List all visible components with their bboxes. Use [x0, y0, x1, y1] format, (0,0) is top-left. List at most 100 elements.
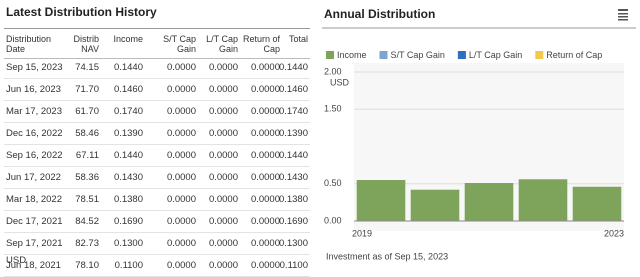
value-cell: 0.0000 [208, 172, 238, 183]
date-cell: Dec 17, 2021 [6, 216, 63, 227]
row-rule [4, 122, 310, 123]
value-cell: 84.52 [75, 216, 99, 227]
value-cell: 0.1460 [113, 84, 143, 95]
legend-swatch [379, 51, 388, 59]
date-cell: Sep 15, 2023 [6, 62, 63, 73]
date-cell: Mar 17, 2023 [6, 106, 62, 117]
legend-label: Income [337, 50, 367, 60]
table-title: Latest Distribution History [6, 5, 157, 19]
value-cell: 0.1100 [114, 260, 143, 271]
date-cell: Sep 17, 2021 [6, 238, 63, 249]
value-cell: 0.1690 [113, 216, 143, 227]
value-cell: 58.46 [75, 128, 99, 139]
value-cell: 0.0000 [166, 216, 196, 227]
row-rule [4, 232, 310, 233]
value-cell: 0.0000 [208, 128, 238, 139]
y-unit: USD [330, 77, 350, 87]
legend-swatch [326, 51, 334, 59]
value-cell: 0.1300 [113, 238, 143, 249]
value-cell: 0.1380 [278, 194, 308, 205]
value-cell: 0.1690 [278, 216, 308, 227]
date-cell: Jun 16, 2023 [6, 84, 61, 95]
column-header: Return of Cap [242, 34, 280, 54]
value-cell: 0.1460 [278, 84, 308, 95]
value-cell: 0.1430 [278, 172, 308, 183]
page: Latest Distribution History USD Distribu… [4, 5, 636, 277]
chart-title: Annual Distribution [324, 7, 435, 21]
table-icon[interactable] [618, 9, 628, 21]
value-cell: 0.0000 [166, 238, 196, 249]
value-cell: 0.0000 [250, 84, 280, 95]
row-rule [4, 210, 310, 211]
header-rule [4, 58, 310, 59]
chart: Annual Distribution Investment as of Sep… [322, 7, 636, 261]
value-cell: 71.70 [75, 84, 99, 95]
value-cell: 61.70 [75, 106, 99, 117]
value-cell: 0.0000 [250, 128, 280, 139]
value-cell: 0.0000 [208, 62, 238, 73]
value-cell: 0.0000 [208, 216, 238, 227]
value-cell: 0.1740 [278, 106, 308, 117]
value-cell: 82.73 [75, 238, 99, 249]
y-tick-label: 0.50 [324, 178, 342, 188]
bar [518, 179, 568, 221]
y-tick-label: 0.00 [324, 215, 342, 225]
legend-label: S/T Cap Gain [391, 50, 445, 60]
value-cell: 0.0000 [208, 84, 238, 95]
value-cell: 0.1380 [113, 194, 143, 205]
value-cell: 0.0000 [166, 106, 196, 117]
row-rule [4, 144, 310, 145]
column-header: S/T Cap Gain [163, 34, 196, 54]
value-cell: 0.0000 [208, 194, 238, 205]
value-cell: 0.0000 [166, 194, 196, 205]
bar [464, 183, 514, 221]
table-footnote: USD [6, 255, 27, 266]
value-cell: 0.1740 [113, 106, 143, 117]
bar [410, 189, 460, 221]
date-cell: Jun 18, 2021 [6, 260, 61, 271]
value-cell: 78.10 [75, 260, 99, 271]
date-cell: Sep 16, 2022 [6, 150, 63, 161]
y-tick-label: 2.00 [324, 66, 342, 76]
value-cell: 0.0000 [166, 260, 196, 271]
value-cell: 0.0000 [250, 106, 280, 117]
row-rule [4, 254, 310, 255]
value-cell: 58.36 [75, 172, 99, 183]
value-cell: 0.0000 [166, 128, 196, 139]
value-cell: 0.0000 [208, 238, 238, 249]
row-rule [4, 188, 310, 189]
y-tick-label: 1.50 [324, 104, 342, 114]
column-header: Income [113, 34, 143, 44]
value-cell: 0.0000 [208, 260, 238, 271]
value-cell: 67.11 [75, 150, 99, 161]
value-cell: 0.0000 [166, 84, 196, 95]
legend-swatch [457, 51, 466, 59]
legend-swatch [535, 51, 544, 59]
value-cell: 0.1300 [278, 238, 308, 249]
value-cell: 0.1440 [113, 62, 143, 73]
value-cell: 0.1390 [278, 128, 308, 139]
value-cell: 0.1100 [279, 260, 308, 271]
value-cell: 0.0000 [166, 62, 196, 73]
value-cell: 0.0000 [250, 216, 280, 227]
value-cell: 0.0000 [250, 150, 280, 161]
column-header: Distrib NAV [73, 34, 99, 54]
row-rule [4, 78, 310, 79]
value-cell: 0.1430 [113, 172, 143, 183]
column-header: L/T Cap Gain [206, 34, 238, 54]
value-cell: 0.0000 [250, 172, 280, 183]
row-rule [4, 166, 310, 167]
value-cell: 0.0000 [250, 194, 280, 205]
chart-footnote: Investment as of Sep 15, 2023 [326, 251, 448, 261]
value-cell: 0.0000 [250, 238, 280, 249]
date-cell: Jun 17, 2022 [6, 172, 61, 183]
value-cell: 0.1390 [113, 128, 143, 139]
value-cell: 0.0000 [208, 150, 238, 161]
date-cell: Mar 18, 2022 [6, 194, 62, 205]
value-cell: 74.15 [75, 62, 99, 73]
row-rule [4, 100, 310, 101]
value-cell: 0.0000 [166, 150, 196, 161]
value-cell: 0.0000 [208, 106, 238, 117]
legend-label: L/T Cap Gain [469, 50, 522, 60]
value-cell: 78.51 [75, 194, 99, 205]
